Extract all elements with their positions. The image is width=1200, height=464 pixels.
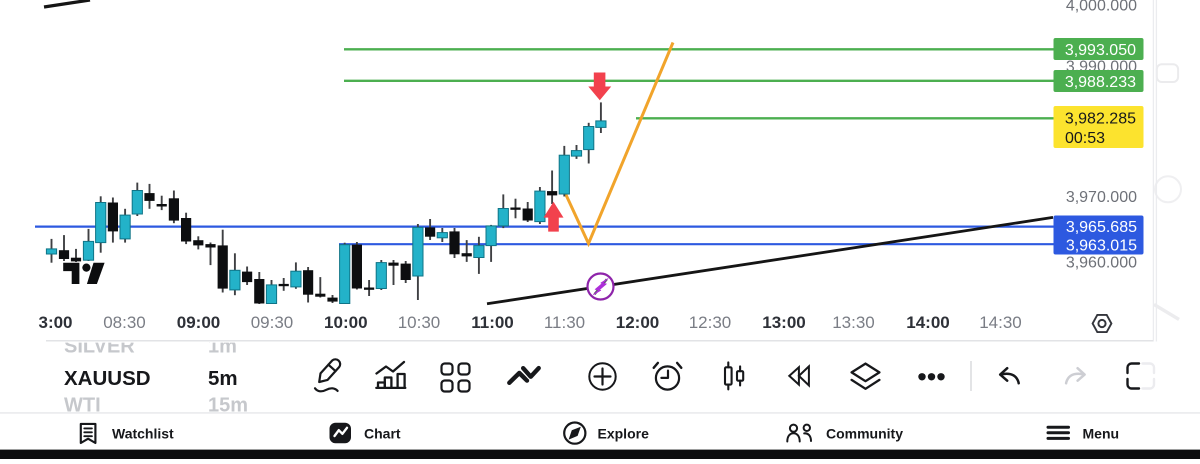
svg-text:Explore: Explore	[598, 425, 650, 441]
svg-text:08:30: 08:30	[103, 313, 146, 332]
svg-text:12:30: 12:30	[689, 313, 732, 332]
svg-text:3,993.050: 3,993.050	[1065, 42, 1136, 59]
svg-text:00:53: 00:53	[1065, 130, 1105, 147]
svg-text:Community: Community	[826, 425, 903, 441]
svg-text:4,000.000: 4,000.000	[1066, 0, 1137, 15]
svg-text:3,970.000: 3,970.000	[1066, 189, 1137, 206]
svg-text:5m: 5m	[208, 367, 238, 390]
svg-text:11:30: 11:30	[544, 313, 585, 332]
svg-text:XAUUSD: XAUUSD	[64, 367, 151, 390]
svg-text:3,963.015: 3,963.015	[1066, 237, 1137, 254]
svg-text:13:00: 13:00	[762, 313, 805, 332]
svg-text:09:00: 09:00	[177, 313, 220, 332]
svg-text:12:00: 12:00	[616, 313, 659, 332]
svg-text:10:00: 10:00	[324, 313, 367, 332]
svg-text:3,960.000: 3,960.000	[1066, 255, 1137, 272]
svg-text:WTI: WTI	[64, 395, 101, 417]
svg-text:14:30: 14:30	[979, 313, 1022, 332]
svg-text:09:30: 09:30	[251, 313, 294, 332]
svg-text:Chart: Chart	[364, 425, 401, 441]
svg-text:3:00: 3:00	[38, 313, 72, 332]
svg-text:1m: 1m	[208, 336, 237, 358]
svg-text:11:00: 11:00	[471, 313, 514, 332]
svg-text:Watchlist: Watchlist	[112, 425, 174, 441]
svg-text:3,988.233: 3,988.233	[1065, 74, 1136, 91]
svg-text:15m: 15m	[208, 395, 248, 417]
svg-text:3,982.285: 3,982.285	[1065, 111, 1136, 128]
svg-text:13:30: 13:30	[832, 313, 875, 332]
svg-text:SILVER: SILVER	[64, 336, 135, 358]
svg-text:Menu: Menu	[1083, 425, 1120, 441]
svg-text:3,965.685: 3,965.685	[1066, 219, 1137, 236]
svg-text:14:00: 14:00	[906, 313, 949, 332]
svg-text:10:30: 10:30	[398, 313, 441, 332]
